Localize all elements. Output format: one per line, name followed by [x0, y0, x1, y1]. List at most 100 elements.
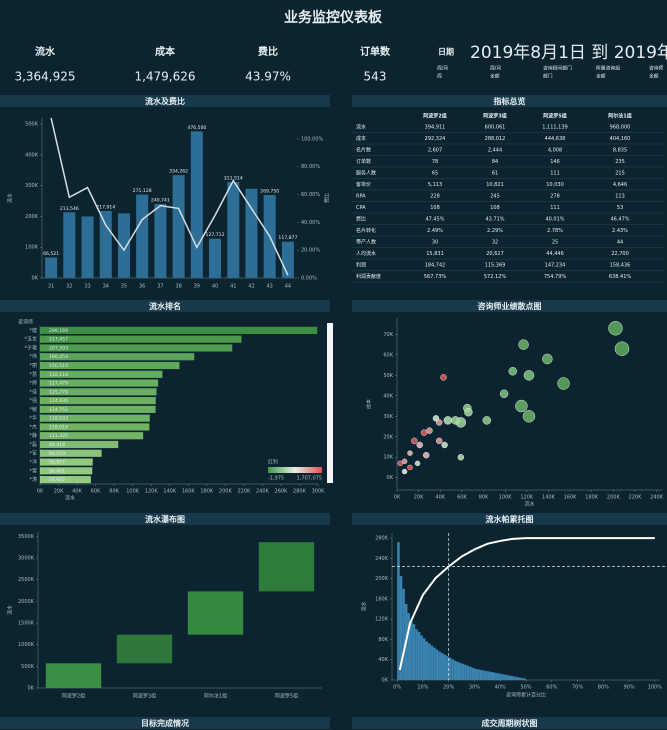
- bar: [40, 423, 150, 431]
- kpi-label: 流水: [35, 45, 56, 58]
- bar: [40, 476, 91, 484]
- bar: [63, 212, 76, 278]
- x-tick-label: 60K: [457, 495, 467, 501]
- panel-header: [352, 717, 667, 729]
- x-tick-label: 160K: [564, 495, 578, 501]
- panel-header: [0, 717, 330, 729]
- table-cell: 43.71%: [485, 217, 504, 223]
- data-label: 132,118: [49, 372, 68, 378]
- table-header: 阿尔法1组: [608, 113, 631, 120]
- y-tick-label: 10K: [383, 455, 393, 461]
- axis-title: 费比: [324, 193, 331, 203]
- y-tick-label: 0K: [32, 276, 39, 282]
- x-tick-label: 20K: [54, 489, 64, 495]
- bar: [40, 335, 242, 343]
- y-tick-label: 500K: [25, 122, 39, 128]
- category-label: *丽: [29, 363, 37, 369]
- table-cell: 404,160: [610, 136, 631, 142]
- x-tick-label: 38: [175, 284, 181, 290]
- data-label: 84,418: [49, 442, 65, 448]
- x-tick-label: 40K: [435, 495, 445, 501]
- panel-header: [352, 513, 667, 525]
- data-label: 217,457: [49, 337, 68, 343]
- category-label: *婷: [29, 380, 37, 387]
- bar: [40, 353, 195, 361]
- histogram-bar: [482, 670, 485, 680]
- x-tick-label: 80%: [598, 685, 609, 691]
- table-cell: 2,607: [428, 148, 442, 154]
- table-cell: 22,700: [611, 251, 629, 257]
- data-label: 207,503: [49, 345, 68, 351]
- table-cell: 754.79%: [544, 274, 566, 280]
- waterfall-bar: [187, 591, 244, 635]
- point: [464, 407, 473, 417]
- x-tick-label: 160K: [182, 489, 196, 495]
- histogram-bar: [448, 657, 452, 680]
- histogram-bar: [428, 643, 431, 680]
- x-tick-label: 30%: [469, 685, 480, 691]
- data-label: 118,533: [49, 416, 68, 422]
- kpi-label: 成本: [155, 45, 176, 58]
- x-tick-label: 阿尔法1组: [204, 693, 227, 700]
- table-cell: 567.73%: [424, 274, 446, 280]
- kpi-value: 543: [364, 70, 387, 84]
- data-label: 111,325: [49, 433, 68, 439]
- table-cell: 184,742: [425, 263, 446, 269]
- y-tick-label: 400K: [25, 152, 39, 158]
- x-tick-label: 200K: [607, 495, 621, 501]
- table-cell: 968,000: [610, 125, 631, 131]
- point: [426, 427, 433, 434]
- point: [557, 377, 570, 390]
- bar: [40, 414, 150, 422]
- x-tick-label: 180K: [200, 489, 214, 495]
- point: [522, 410, 536, 423]
- histogram-bar: [489, 671, 493, 680]
- table-cell: 25: [552, 240, 558, 246]
- point: [411, 437, 418, 445]
- bar: [117, 213, 130, 278]
- y-tick-label: 0K: [382, 678, 389, 684]
- panel-header: [352, 95, 667, 107]
- axis-title: 流水: [7, 605, 14, 615]
- bar: [45, 257, 58, 278]
- histogram-bar: [438, 651, 441, 680]
- y-tick-label: 200K: [25, 214, 39, 220]
- waterfall-bar: [258, 542, 315, 592]
- y-tick-label: 60K: [383, 352, 393, 358]
- table-cell: 名片数: [356, 147, 371, 154]
- axis-title: 流水: [524, 501, 534, 508]
- table-cell: 146: [550, 159, 560, 165]
- data-label: 66,510: [49, 451, 65, 457]
- point: [440, 374, 447, 381]
- x-tick-label: 32: [66, 284, 72, 290]
- bar: [40, 467, 93, 475]
- panel-title: 流水排名: [149, 301, 181, 311]
- table-cell: 费比: [356, 216, 366, 223]
- x-tick-label: 80K: [479, 495, 489, 501]
- y-tick-label: 200K: [375, 576, 389, 582]
- dashboard-title: 业务监控仪表板: [284, 9, 383, 26]
- y-tick-label: 300K: [25, 183, 39, 189]
- y-tick-label: 0.00%: [301, 276, 317, 282]
- table-cell: 人均流水: [356, 250, 376, 257]
- point: [515, 399, 528, 413]
- bar: [40, 379, 159, 387]
- point: [443, 416, 453, 425]
- bar: [227, 182, 240, 278]
- category-label: *佳: [29, 388, 37, 395]
- table-cell: 2.43%: [612, 228, 628, 234]
- table-cell: 47.45%: [425, 217, 444, 223]
- x-tick-label: 0%: [393, 685, 401, 691]
- histogram-bar: [471, 667, 475, 680]
- histogram-bar: [502, 674, 506, 680]
- table-cell: 利润: [356, 262, 366, 269]
- data-label: 125,779: [49, 389, 68, 395]
- point: [401, 458, 408, 465]
- data-label: 56,917: [49, 460, 65, 466]
- table-cell: 成本: [356, 135, 366, 142]
- histogram-bar: [464, 664, 467, 680]
- category-label: *磊: [29, 442, 37, 448]
- x-tick-label: 34: [103, 284, 109, 290]
- point: [397, 460, 403, 467]
- table-cell: 444,638: [545, 136, 566, 142]
